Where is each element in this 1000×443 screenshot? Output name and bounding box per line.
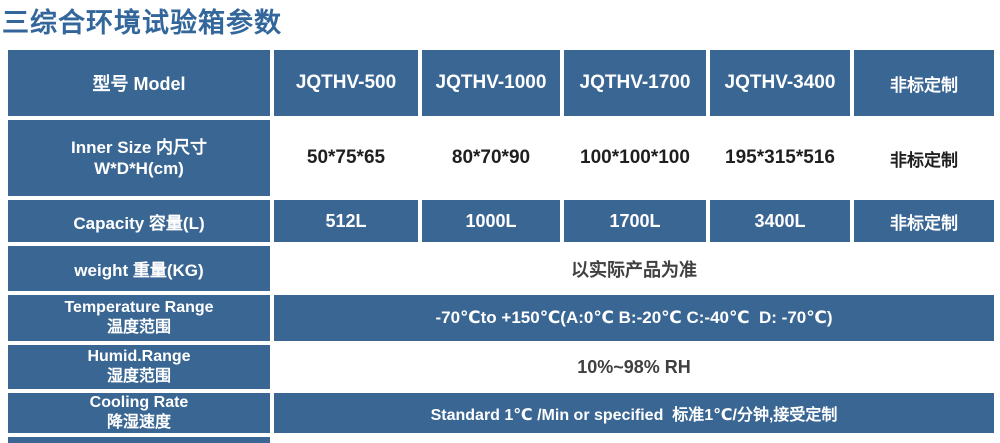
cooling-row-label: Cooling Rate 降湿速度 (8, 393, 270, 433)
capacity-value: 1700L (564, 200, 706, 242)
humidity-label-line2: 湿度范围 (106, 368, 171, 385)
inner-size-label-line2: W*D*H(cm) (94, 159, 184, 178)
model-cell-custom: 非标定制 (854, 50, 994, 116)
inner-size-label-line1: Inner Size 内尺寸 (70, 137, 208, 157)
temperature-label-line2: 温度范围 (106, 319, 171, 336)
model-cell-jqthv-3400: JQTHV-3400 (710, 50, 850, 116)
cooling-label-line1: Cooling Rate (89, 394, 189, 411)
model-cell-jqthv-1000: JQTHV-1000 (422, 50, 560, 116)
capacity-value-custom: 非标定制 (854, 200, 994, 242)
table-row-partial (8, 437, 994, 443)
inner-size-value-custom: 非标定制 (854, 120, 994, 196)
table-row-temperature: Temperature Range 温度范围 -70℃to +150℃(A:0℃… (8, 295, 994, 341)
humidity-value: 10%~98% RH (274, 345, 994, 389)
table-row-weight: weight 重量(KG) 以实际产品为准 (8, 246, 994, 291)
weight-value: 以实际产品为准 (274, 246, 994, 291)
capacity-row-label: Capacity 容量(L) (8, 200, 270, 242)
temperature-row-label: Temperature Range 温度范围 (8, 295, 270, 341)
partial-row-value (274, 437, 994, 443)
table-row-cooling: Cooling Rate 降湿速度 Standard 1℃ /Min or sp… (8, 393, 994, 433)
weight-row-label: weight 重量(KG) (8, 246, 270, 291)
humidity-label-line1: Humid.Range (87, 348, 191, 365)
inner-size-value: 80*70*90 (422, 120, 560, 196)
inner-size-value: 100*100*100 (564, 120, 706, 196)
humidity-row-label: Humid.Range 湿度范围 (8, 345, 270, 389)
cooling-value: Standard 1℃ /Min or specified 标准1℃/分钟,接受… (274, 393, 994, 433)
capacity-value: 512L (274, 200, 418, 242)
model-cell-jqthv-1700: JQTHV-1700 (564, 50, 706, 116)
model-row-label: 型号 Model (8, 50, 270, 116)
temperature-label-line1: Temperature Range (64, 299, 214, 316)
table-row-capacity: Capacity 容量(L) 512L 1000L 1700L 3400L 非标… (8, 200, 994, 242)
inner-size-value: 50*75*65 (274, 120, 418, 196)
partial-row-label (8, 437, 270, 443)
cooling-label-line2: 降湿速度 (106, 414, 171, 431)
temperature-value: -70℃to +150℃(A:0℃ B:-20℃ C:-40℃ D: -70℃) (274, 295, 994, 341)
page-title: 三综合环境试验箱参数 (2, 8, 282, 38)
capacity-value: 1000L (422, 200, 560, 242)
model-cell-jqthv-500: JQTHV-500 (274, 50, 418, 116)
table-row-inner-size: Inner Size 内尺寸 W*D*H(cm) 50*75*65 80*70*… (8, 120, 994, 196)
table-row-humidity: Humid.Range 湿度范围 10%~98% RH (8, 345, 994, 389)
spec-table: 型号 Model JQTHV-500 JQTHV-1000 JQTHV-1700… (4, 46, 998, 443)
capacity-value: 3400L (710, 200, 850, 242)
table-row-header: 型号 Model JQTHV-500 JQTHV-1000 JQTHV-1700… (8, 50, 994, 116)
inner-size-row-label: Inner Size 内尺寸 W*D*H(cm) (8, 120, 270, 196)
inner-size-value: 195*315*516 (710, 120, 850, 196)
